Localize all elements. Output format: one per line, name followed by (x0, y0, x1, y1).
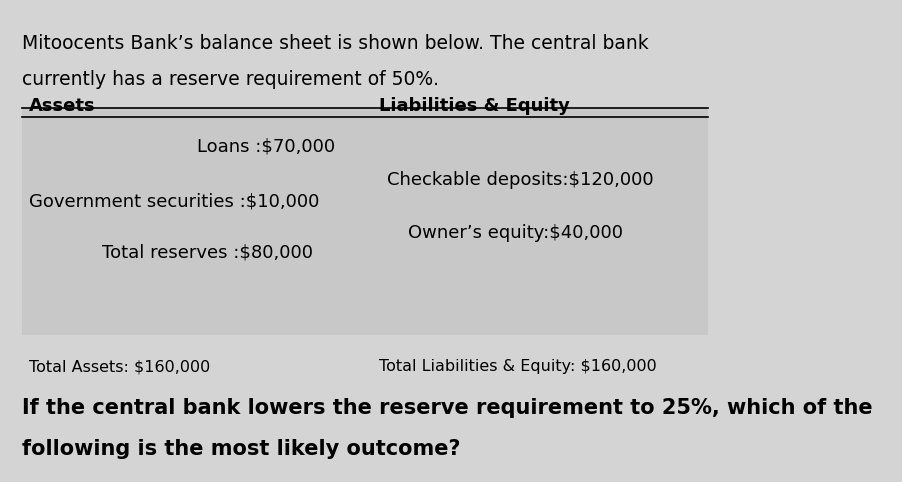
Text: Total Liabilities & Equity: $160,000: Total Liabilities & Equity: $160,000 (380, 359, 657, 374)
FancyBboxPatch shape (22, 108, 707, 335)
Text: Owner’s equity:$40,000: Owner’s equity:$40,000 (409, 224, 623, 242)
Text: currently has a reserve requirement of 50%.: currently has a reserve requirement of 5… (22, 70, 439, 89)
Text: Total reserves :$80,000: Total reserves :$80,000 (102, 243, 313, 261)
Text: following is the most likely outcome?: following is the most likely outcome? (22, 439, 460, 458)
Text: Checkable deposits:$120,000: Checkable deposits:$120,000 (387, 171, 653, 189)
Text: Government securities :$10,000: Government securities :$10,000 (29, 193, 319, 211)
Text: If the central bank lowers the reserve requirement to 25%, which of the: If the central bank lowers the reserve r… (22, 398, 872, 417)
Text: Liabilities & Equity: Liabilities & Equity (380, 97, 570, 115)
Text: Mitoocents Bank’s balance sheet is shown below. The central bank: Mitoocents Bank’s balance sheet is shown… (22, 34, 649, 53)
Text: Loans :$70,000: Loans :$70,000 (197, 137, 335, 155)
Text: Total Assets: $160,000: Total Assets: $160,000 (29, 359, 210, 374)
Text: Assets: Assets (29, 97, 96, 115)
